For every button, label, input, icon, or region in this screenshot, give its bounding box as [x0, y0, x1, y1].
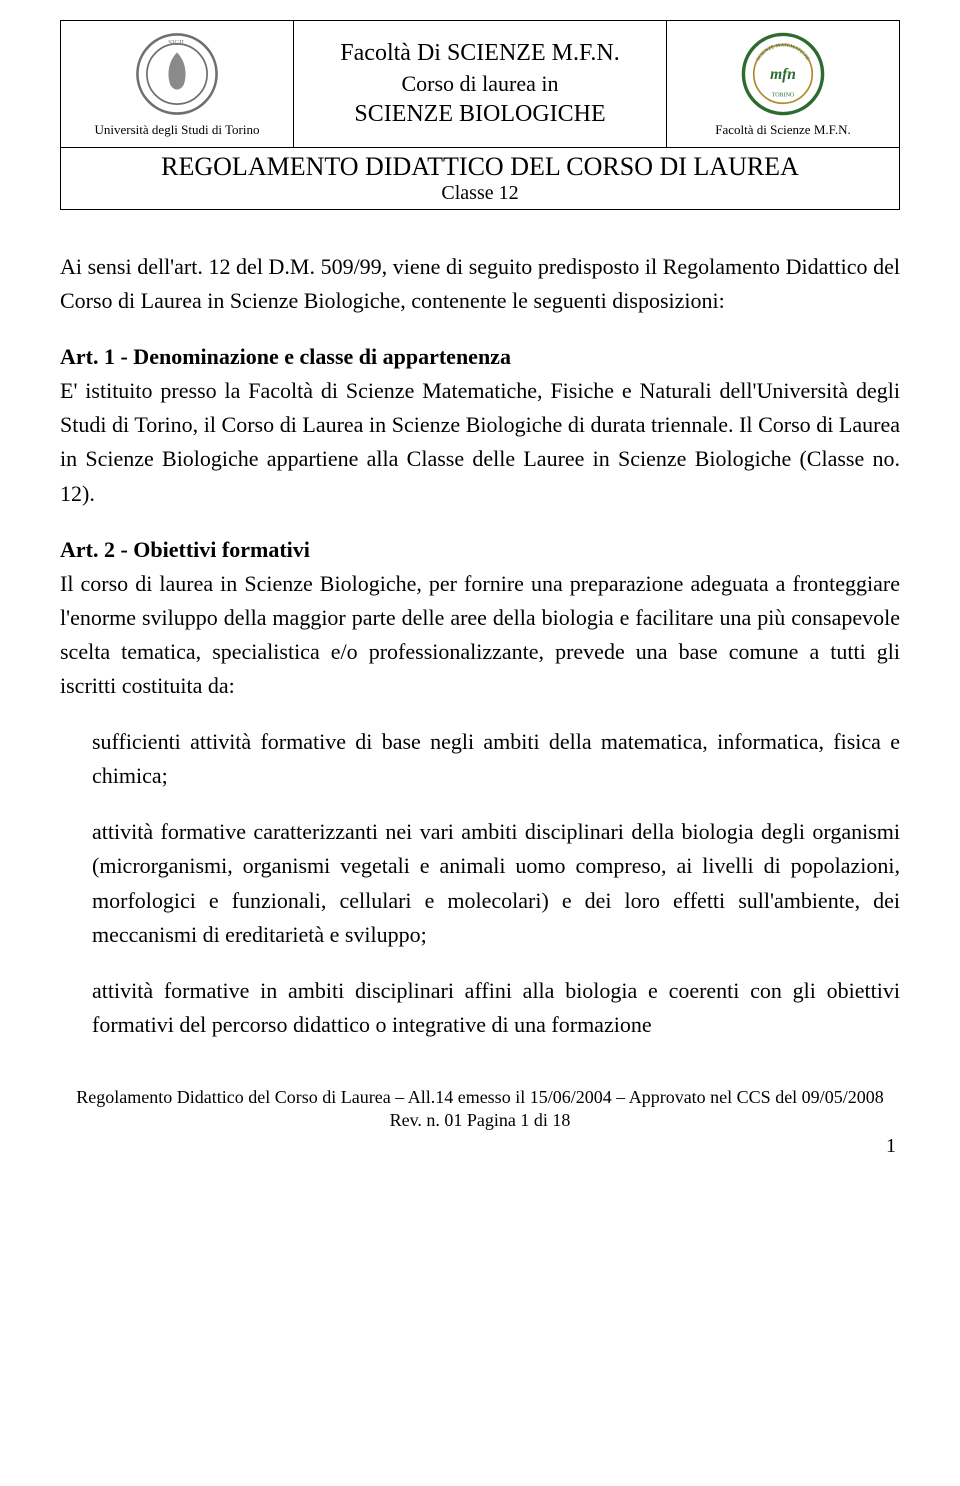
svg-text:SIGIL: SIGIL	[168, 39, 186, 46]
svg-text:mfn: mfn	[770, 66, 796, 83]
art1-heading: Art. 1 - Denominazione e classe di appar…	[60, 344, 511, 369]
faculty-caption: Facoltà di Scienze M.F.N.	[673, 122, 893, 138]
intro-paragraph: Ai sensi dell'art. 12 del D.M. 509/99, v…	[60, 250, 900, 318]
footer-line-2: Rev. n. 01 Pagina 1 di 18	[60, 1109, 900, 1132]
faculty-title: Facoltà Di SCIENZE M.F.N.	[300, 40, 660, 67]
course-name: SCIENZE BIOLOGICHE	[300, 101, 660, 128]
faculty-seal: SCIENZE MATEMATICHE mfn TORINO	[673, 31, 893, 122]
header-center-cell: Facoltà Di SCIENZE M.F.N. Corso di laure…	[294, 21, 667, 148]
banner-title: REGOLAMENTO DIDATTICO DEL CORSO DI LAURE…	[67, 152, 893, 182]
article-2-lead: Art. 2 - Obiettivi formativi Il corso di…	[60, 533, 900, 703]
art2-item-1: sufficienti attività formative di base n…	[92, 725, 900, 793]
seal-left-icon: SIGIL	[134, 31, 220, 117]
art2-heading: Art. 2 - Obiettivi formativi	[60, 537, 310, 562]
course-label: Corso di laurea in	[300, 71, 660, 97]
header-right-cell: SCIENZE MATEMATICHE mfn TORINO Facoltà d…	[667, 21, 900, 148]
svg-text:TORINO: TORINO	[772, 92, 795, 98]
header-table: SIGIL Università degli Studi di Torino F…	[60, 20, 900, 210]
art2-lead-text: Il corso di laurea in Scienze Biologiche…	[60, 571, 900, 698]
page-number: 1	[60, 1135, 900, 1158]
footer-line-1: Regolamento Didattico del Corso di Laure…	[60, 1086, 900, 1109]
art2-item-3: attività formative in ambiti disciplinar…	[92, 974, 900, 1042]
banner-subtitle: Classe 12	[67, 182, 893, 205]
header-left-cell: SIGIL Università degli Studi di Torino	[61, 21, 294, 148]
university-seal: SIGIL	[67, 31, 287, 122]
seal-right-icon: SCIENZE MATEMATICHE mfn TORINO	[740, 31, 826, 117]
university-caption: Università degli Studi di Torino	[67, 122, 287, 138]
art2-item-2: attività formative caratterizzanti nei v…	[92, 815, 900, 951]
art2-items: sufficienti attività formative di base n…	[60, 725, 900, 1042]
article-1: Art. 1 - Denominazione e classe di appar…	[60, 340, 900, 510]
svg-text:SCIENZE MATEMATICHE: SCIENZE MATEMATICHE	[755, 42, 811, 62]
banner-cell: REGOLAMENTO DIDATTICO DEL CORSO DI LAURE…	[61, 148, 900, 210]
page-footer: Regolamento Didattico del Corso di Laure…	[60, 1086, 900, 1133]
document-body: Ai sensi dell'art. 12 del D.M. 509/99, v…	[60, 250, 900, 1042]
page-root: SIGIL Università degli Studi di Torino F…	[0, 0, 960, 1188]
art1-body: E' istituito presso la Facoltà di Scienz…	[60, 378, 900, 505]
